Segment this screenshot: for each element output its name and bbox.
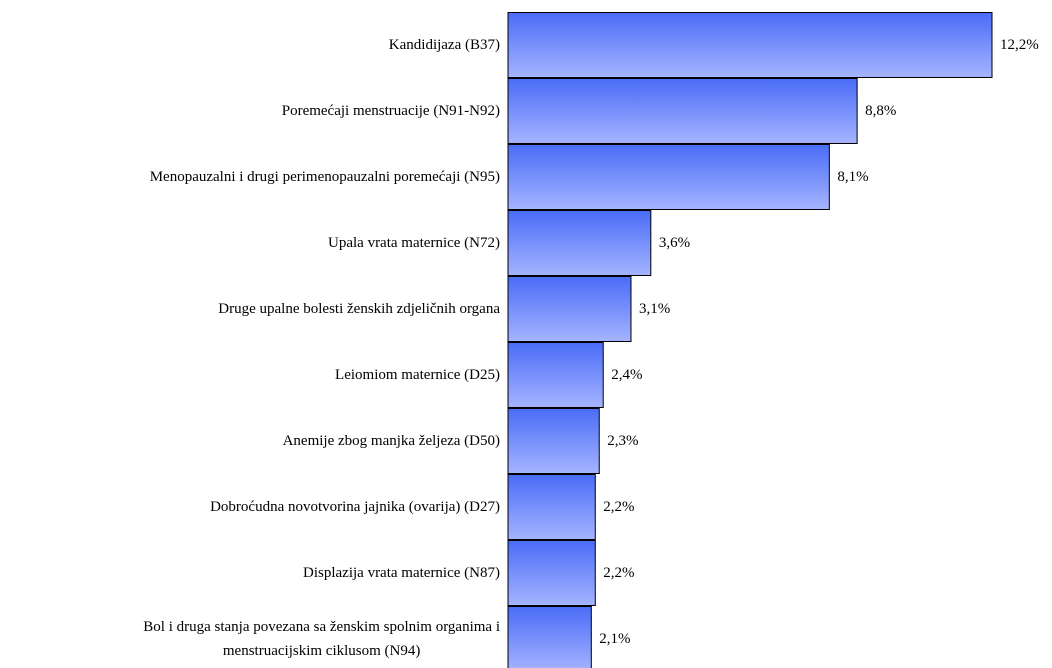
category-label: Druge upalne bolesti ženskih zdjeličnih … (218, 276, 500, 342)
bar (507, 474, 596, 540)
category-label-text: Dobroćudna novotvorina jajnika (ovarija)… (210, 499, 500, 515)
value-label-text: 2,1% (599, 630, 631, 647)
value-label: 2,3% (607, 408, 638, 474)
value-label-text: 2,4% (611, 366, 643, 383)
bar (507, 606, 592, 668)
bar (507, 540, 596, 606)
bar (507, 12, 993, 78)
value-label: 3,6% (659, 210, 690, 276)
value-label-text: 3,1% (638, 300, 671, 317)
value-label: 2,2% (603, 474, 634, 540)
value-label-text: 8,1% (837, 168, 869, 185)
bar (507, 408, 600, 474)
value-label: 3,1% (639, 276, 670, 342)
bar (507, 210, 652, 276)
category-label-text: Anemije zbog manjka željeza (D50) (282, 433, 500, 449)
category-label: Menopauzalni i drugi perimenopauzalni po… (150, 144, 500, 210)
category-label-text: Menopauzalni i drugi perimenopauzalni po… (149, 169, 500, 185)
category-label: Bol i druga stanja povezana sa ženskim s… (143, 606, 500, 668)
value-label-text: 12,2% (1000, 36, 1039, 53)
value-label-text: 8,8% (865, 102, 897, 119)
category-label-text: Leiomiom maternice (D25) (335, 367, 500, 383)
category-label: Displazija vrata maternice (N87) (303, 540, 500, 606)
category-label: Dobroćudna novotvorina jajnika (ovarija)… (210, 474, 500, 540)
value-label-text: 2,3% (607, 432, 639, 449)
category-label: Leiomiom maternice (D25) (335, 342, 500, 408)
value-label: 2,2% (603, 540, 634, 606)
value-label-text: 2,2% (603, 564, 635, 581)
category-label: Kandidijaza (B37) (389, 12, 500, 78)
bar (507, 342, 604, 408)
value-label-text: 2,2% (603, 498, 635, 515)
category-label-text: Displazija vrata maternice (N87) (303, 565, 500, 581)
category-label-text: Druge upalne bolesti ženskih zdjeličnih … (218, 301, 500, 317)
category-label: Upala vrata maternice (N72) (328, 210, 500, 276)
category-label-text: Poremećaji menstruacije (N91-N92) (281, 103, 500, 119)
category-label: Anemije zbog manjka željeza (D50) (283, 408, 500, 474)
value-label: 2,1% (599, 606, 630, 668)
bar (507, 144, 830, 210)
category-label-text: Bol i druga stanja povezana sa ženskim s… (143, 619, 500, 659)
bar (507, 276, 632, 342)
bar (507, 78, 858, 144)
value-label: 12,2% (1000, 12, 1039, 78)
value-label: 8,1% (837, 144, 868, 210)
value-label-text: 3,6% (658, 234, 691, 251)
category-label-text: Kandidijaza (B37) (388, 37, 500, 53)
category-label-text: Upala vrata maternice (N72) (328, 235, 500, 251)
category-label: Poremećaji menstruacije (N91-N92) (282, 78, 500, 144)
value-label: 8,8% (865, 78, 896, 144)
value-label: 2,4% (611, 342, 642, 408)
